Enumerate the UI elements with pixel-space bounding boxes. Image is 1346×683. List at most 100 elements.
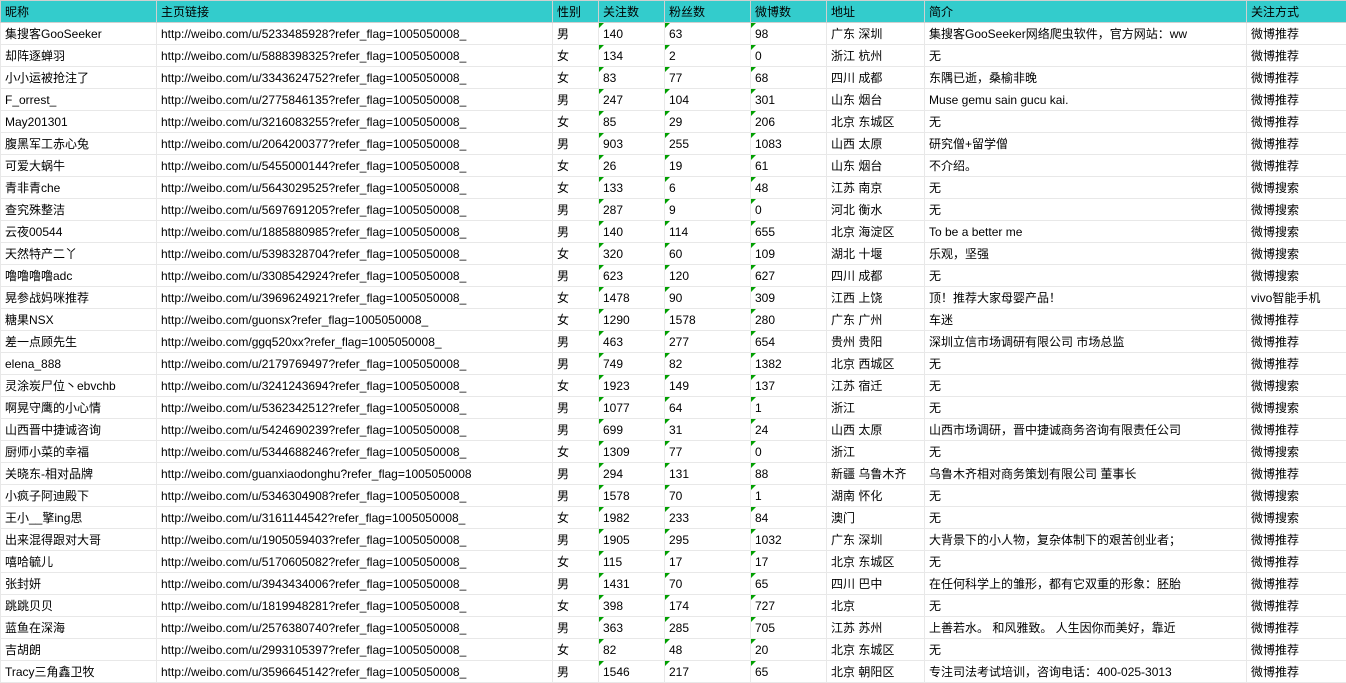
cell: 82 [599, 639, 665, 661]
cell: 男 [553, 265, 599, 287]
cell: 微博推荐 [1247, 661, 1346, 683]
cell: 大背景下的小人物，复杂体制下的艰苦创业者； [925, 529, 1247, 551]
cell: 微博搜索 [1247, 397, 1346, 419]
cell: 微博推荐 [1247, 595, 1346, 617]
cell: 微博搜索 [1247, 507, 1346, 529]
cell: 微博推荐 [1247, 111, 1346, 133]
cell: 蓝鱼在深海 [1, 617, 157, 639]
cell: 0 [751, 441, 827, 463]
cell: 1309 [599, 441, 665, 463]
cell: 65 [751, 573, 827, 595]
cell: 149 [665, 375, 751, 397]
table-row: 嘻哈毓儿http://weibo.com/u/5170605082?refer_… [1, 551, 1346, 573]
cell: http://weibo.com/u/5233485928?refer_flag… [157, 23, 553, 45]
cell: 女 [553, 67, 599, 89]
cell: 120 [665, 265, 751, 287]
cell: http://weibo.com/u/3161144542?refer_flag… [157, 507, 553, 529]
cell: http://weibo.com/u/5455000144?refer_flag… [157, 155, 553, 177]
cell: 男 [553, 133, 599, 155]
cell: 109 [751, 243, 827, 265]
cell: 微博推荐 [1247, 639, 1346, 661]
cell: 64 [665, 397, 751, 419]
cell: 山西 太原 [827, 133, 925, 155]
table-row: 王小__擎ing思http://weibo.com/u/3161144542?r… [1, 507, 1346, 529]
cell: 浙江 杭州 [827, 45, 925, 67]
cell: 363 [599, 617, 665, 639]
cell: 19 [665, 155, 751, 177]
cell: 乌鲁木齐相对商务策划有限公司 董事长 [925, 463, 1247, 485]
cell: http://weibo.com/u/5344688246?refer_flag… [157, 441, 553, 463]
cell: 嘻哈毓儿 [1, 551, 157, 573]
cell: 青非青che [1, 177, 157, 199]
cell: 女 [553, 287, 599, 309]
cell: 9 [665, 199, 751, 221]
cell: 285 [665, 617, 751, 639]
cell: 广东 深圳 [827, 529, 925, 551]
cell: http://weibo.com/guonsx?refer_flag=10050… [157, 309, 553, 331]
cell: 江西 上饶 [827, 287, 925, 309]
cell: 295 [665, 529, 751, 551]
cell: http://weibo.com/u/3943434006?refer_flag… [157, 573, 553, 595]
col-header-8: 关注方式 [1247, 1, 1346, 23]
cell: http://weibo.com/u/3216083255?refer_flag… [157, 111, 553, 133]
cell: 301 [751, 89, 827, 111]
cell: 微博搜索 [1247, 177, 1346, 199]
cell: 澳门 [827, 507, 925, 529]
cell: 男 [553, 89, 599, 111]
cell: 70 [665, 485, 751, 507]
cell: 微博搜索 [1247, 221, 1346, 243]
cell: 广东 广州 [827, 309, 925, 331]
cell: 微博推荐 [1247, 89, 1346, 111]
cell: 29 [665, 111, 751, 133]
table-row: 可爱大蜗牛http://weibo.com/u/5455000144?refer… [1, 155, 1346, 177]
cell: 2 [665, 45, 751, 67]
table-row: 腹黑军工赤心兔http://weibo.com/u/2064200377?ref… [1, 133, 1346, 155]
table-row: 啊晃守鹰的小心情http://weibo.com/u/5362342512?re… [1, 397, 1346, 419]
table-row: 灵涂炭尸位丶ebvchbhttp://weibo.com/u/324124369… [1, 375, 1346, 397]
col-header-1: 主页链接 [157, 1, 553, 23]
cell: 微博推荐 [1247, 309, 1346, 331]
cell: 北京 西城区 [827, 353, 925, 375]
cell: 699 [599, 419, 665, 441]
cell: 却阵逐蝉羽 [1, 45, 157, 67]
cell: 65 [751, 661, 827, 683]
table-row: 云夜00544http://weibo.com/u/1885880985?ref… [1, 221, 1346, 243]
cell: 微博推荐 [1247, 617, 1346, 639]
cell: 不介绍。 [925, 155, 1247, 177]
cell: Tracy三角鑫卫牧 [1, 661, 157, 683]
cell: 女 [553, 375, 599, 397]
cell: 北京 海淀区 [827, 221, 925, 243]
cell: 天然特产二丫 [1, 243, 157, 265]
cell: 无 [925, 639, 1247, 661]
cell: 无 [925, 199, 1247, 221]
cell: 微博推荐 [1247, 133, 1346, 155]
cell: 无 [925, 485, 1247, 507]
cell: 女 [553, 507, 599, 529]
table-row: 天然特产二丫http://weibo.com/u/5398328704?refe… [1, 243, 1346, 265]
cell: 微博推荐 [1247, 529, 1346, 551]
cell: http://weibo.com/u/5643029525?refer_flag… [157, 177, 553, 199]
cell: 男 [553, 199, 599, 221]
cell: 48 [665, 639, 751, 661]
cell: 277 [665, 331, 751, 353]
weibo-data-table: 昵称主页链接性别关注数粉丝数微博数地址简介关注方式 集搜客GooSeekerht… [0, 0, 1346, 683]
cell: 1578 [599, 485, 665, 507]
table-row: 差一点顾先生http://weibo.com/ggq520xx?refer_fl… [1, 331, 1346, 353]
cell: 山西市场调研，晋中捷诚商务咨询有限责任公司 [925, 419, 1247, 441]
cell: http://weibo.com/u/3596645142?refer_flag… [157, 661, 553, 683]
cell: 无 [925, 45, 1247, 67]
cell: 无 [925, 507, 1247, 529]
cell: http://weibo.com/u/5697691205?refer_flag… [157, 199, 553, 221]
cell: F_orrest_ [1, 89, 157, 111]
cell: 广东 深圳 [827, 23, 925, 45]
cell: 20 [751, 639, 827, 661]
cell: 四川 巴中 [827, 573, 925, 595]
cell: http://weibo.com/u/3241243694?refer_flag… [157, 375, 553, 397]
cell: 24 [751, 419, 827, 441]
table-row: 关晓东-相对品牌http://weibo.com/guanxiaodonghu?… [1, 463, 1346, 485]
cell: 309 [751, 287, 827, 309]
cell: 1478 [599, 287, 665, 309]
cell: http://weibo.com/u/3969624921?refer_flag… [157, 287, 553, 309]
cell: 跳跳贝贝 [1, 595, 157, 617]
cell: 903 [599, 133, 665, 155]
